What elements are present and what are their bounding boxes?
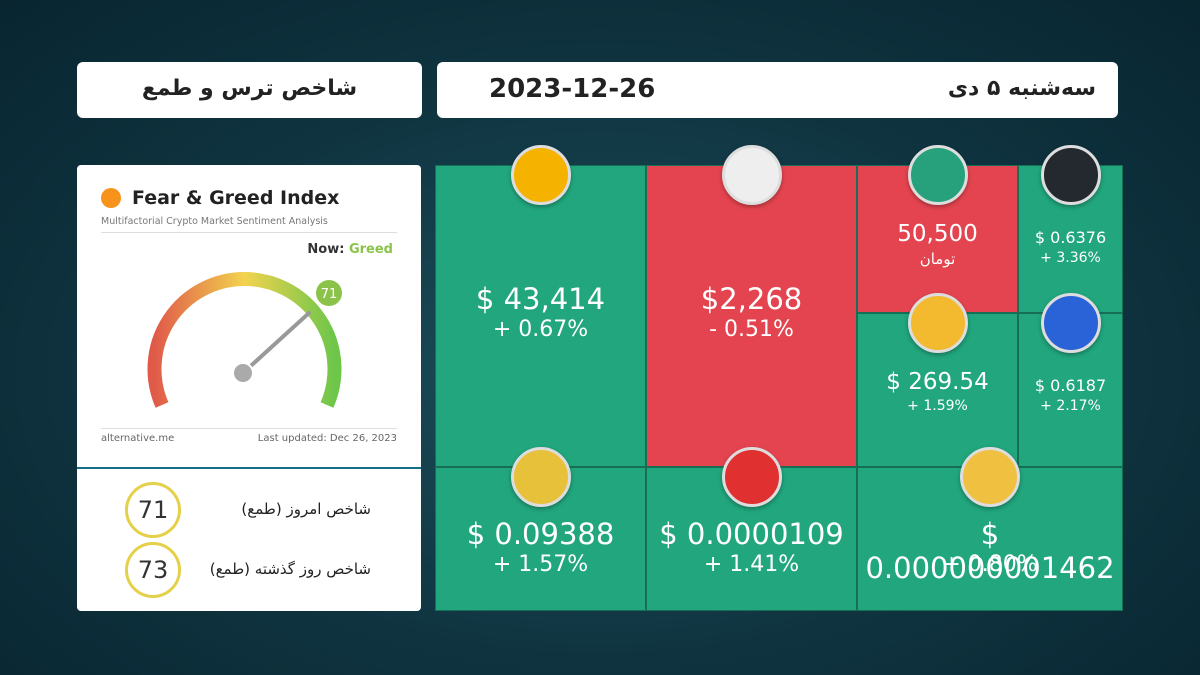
gauge: 71 xyxy=(147,272,342,408)
stat-label: شاخص روز گذشته (طمع) xyxy=(209,560,371,578)
price: $ 269.54 xyxy=(886,369,989,395)
title: شاخص ترس و طمع xyxy=(141,76,358,101)
gauge-card: Fear & Greed Index Multifactorial Crypto… xyxy=(77,165,421,611)
gauge-arc xyxy=(147,272,342,408)
stat-label: شاخص امروز (طمع) xyxy=(241,500,371,518)
price: $ 0.0000109 xyxy=(659,517,844,551)
stat-value: 73 xyxy=(125,542,181,598)
value-badge xyxy=(316,280,342,306)
gauge-title: Fear & Greed Index xyxy=(132,187,340,209)
divider xyxy=(77,467,421,469)
coin-icon xyxy=(510,145,571,205)
source: alternative.me xyxy=(101,433,175,444)
change: - 0.51% xyxy=(709,317,794,342)
change: + 1.41% xyxy=(703,552,800,577)
price: $ 0.6376 xyxy=(1034,228,1107,247)
coin-icon xyxy=(960,447,1020,507)
divider xyxy=(101,428,397,429)
price: 50,500 xyxy=(897,221,978,247)
change: + 0.67% xyxy=(492,317,589,342)
stat-value: 71 xyxy=(125,482,181,538)
price: $ 0.000000001462 xyxy=(865,517,1115,585)
change: + 1.59% xyxy=(907,398,968,414)
divider xyxy=(101,232,397,233)
price: $2,268 xyxy=(700,282,803,316)
gauge-value: 71 xyxy=(321,287,338,302)
now-label: Now: xyxy=(307,242,345,257)
gauge-subtitle: Multifactorial Crypto Market Sentiment A… xyxy=(101,216,328,227)
change: + 2.17% xyxy=(1040,398,1101,414)
coin-icon xyxy=(1040,145,1101,205)
price: $ 0.09388 xyxy=(466,517,615,551)
price: $ 43,414 xyxy=(475,282,606,316)
tiles: $ 43,414 + 0.67% $2,268- 0.51% 50,500 تومان $… xyxy=(435,145,1123,611)
coin-icon xyxy=(721,447,782,507)
coin-icon xyxy=(1040,293,1101,353)
needle-hub xyxy=(232,362,254,384)
unit: تومان xyxy=(919,250,956,268)
coin-tile: $ 0.6376 + 3.36% xyxy=(1018,165,1123,313)
now-value: Greed xyxy=(348,242,393,257)
coin-tile: $ 43,414 + 0.67% xyxy=(435,165,646,467)
change: + 3.36% xyxy=(1040,250,1101,266)
weekday-date: سه‌شنبه ۵ دی xyxy=(947,76,1096,101)
now: Now: Greed xyxy=(307,242,393,257)
btc-icon xyxy=(101,188,121,208)
coin-icon xyxy=(510,447,571,507)
needle xyxy=(241,311,311,375)
coin-icon xyxy=(907,293,968,353)
date-box: 2023-12-26 سه‌شنبه ۵ دی xyxy=(437,62,1118,118)
coin-icon xyxy=(721,145,782,205)
change: + 0.80% xyxy=(942,552,1038,577)
coin-tile: $2,268- 0.51% xyxy=(646,165,857,467)
change: + 1.57% xyxy=(492,552,589,577)
title-box: شاخص ترس و طمع xyxy=(77,62,422,118)
date: 2023-12-26 xyxy=(489,74,656,104)
price: $ 0.6187 xyxy=(1034,376,1107,395)
coin-icon xyxy=(907,145,968,205)
updated: Last updated: Dec 26, 2023 xyxy=(257,433,397,444)
